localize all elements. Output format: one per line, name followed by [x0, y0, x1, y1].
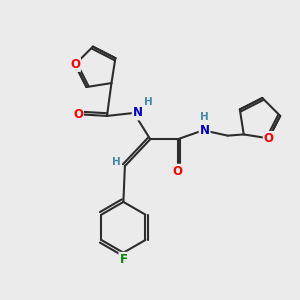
Text: O: O: [70, 58, 80, 71]
Text: O: O: [264, 132, 274, 145]
Text: H: H: [112, 157, 120, 166]
Text: H: H: [144, 97, 153, 106]
Text: O: O: [73, 108, 83, 121]
Text: N: N: [200, 124, 210, 137]
Text: O: O: [173, 165, 183, 178]
Text: H: H: [200, 112, 209, 122]
Text: N: N: [133, 106, 143, 119]
Text: F: F: [119, 253, 128, 266]
